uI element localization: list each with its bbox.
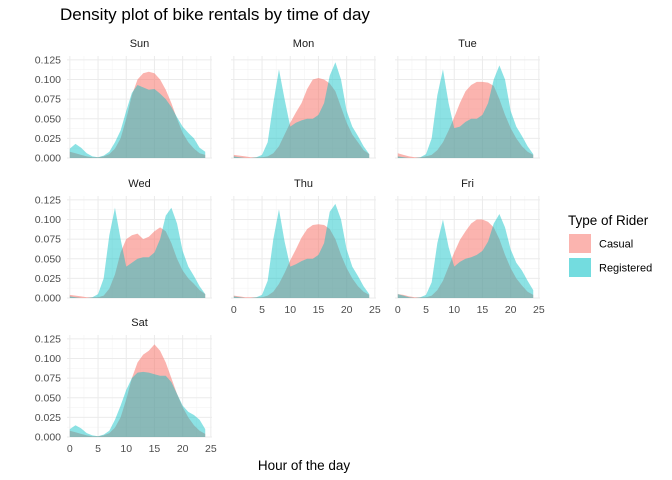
x-axis-title: Hour of the day [258,458,351,473]
strip-label-mon: Mon [293,38,314,50]
y-tick-label: 0.125 [35,333,61,345]
panel-thu: Thu 0 5 10 15 20 25 [231,178,381,316]
panel-sun: Sun 0.000 0.025 0.050 0.075 0.100 0.125 [35,38,212,165]
y-tick-label: 0.025 [35,133,61,145]
chart-title: Density plot of bike rentals by time of … [60,5,370,24]
x-tick-label: 10 [284,304,296,316]
density-area-casual-thu [233,224,370,298]
y-tick-label: 0.125 [35,54,61,66]
density-area-casual-mon [233,77,370,158]
strip-label-tue: Tue [458,38,477,50]
x-tick-label: 5 [95,443,101,455]
x-tick-label: 25 [369,304,381,316]
y-tick-label: 0.100 [35,74,61,86]
strip-label-fri: Fri [461,178,474,190]
y-tick-label: 0.050 [35,392,61,404]
density-area-registered-sun [69,85,206,158]
legend: Type of Rider Casual Registered [568,213,652,277]
y-tick-label: 0.100 [35,353,61,365]
x-tick-label: 0 [231,304,237,316]
strip-label-sun: Sun [130,38,150,50]
legend-label-registered: Registered [599,263,652,275]
x-tick-label: 25 [533,304,545,316]
y-tick-label: 0.100 [35,214,61,226]
density-area-casual-wed [69,227,206,298]
density-area-casual-sat [69,344,206,437]
x-tick-label: 15 [149,443,161,455]
density-area-registered-sat [69,371,206,437]
density-area-casual-fri [397,219,534,298]
y-tick-label: 0.025 [35,412,61,424]
x-tick-label: 20 [177,443,189,455]
strip-label-thu: Thu [294,178,313,190]
strip-label-sat: Sat [131,317,148,329]
density-area-registered-wed [69,207,206,298]
legend-key-registered [569,258,591,277]
density-area-registered-fri [397,214,534,298]
y-tick-label: 0.075 [35,373,61,385]
x-tick-label: 10 [120,443,132,455]
y-tick-label: 0.000 [35,432,61,444]
y-tick-label: 0.000 [35,153,61,165]
x-tick-label: 0 [395,304,401,316]
density-area-registered-tue [397,65,534,158]
x-tick-label: 20 [505,304,517,316]
facet-panels: Sun 0.000 0.025 0.050 0.075 0.100 0.125 Mon Tue W… [35,38,545,455]
panel-sat: Sat 0.000 0.025 0.050 0.075 0.100 0.125 0 5 10 15 2… [35,317,217,455]
density-area-casual-sun [69,71,206,158]
y-tick-label: 0.125 [35,194,61,206]
panel-fri: Fri 0 5 10 15 20 25 [395,178,545,316]
y-tick-label: 0.000 [35,293,61,305]
legend-title: Type of Rider [568,213,649,228]
x-tick-label: 15 [477,304,489,316]
density-area-registered-thu [233,203,370,298]
x-tick-label: 5 [423,304,429,316]
panel-tue: Tue [395,38,540,159]
density-area-registered-mon [233,62,370,158]
panel-mon: Mon [231,38,376,159]
y-tick-label: 0.050 [35,253,61,265]
y-tick-label: 0.075 [35,94,61,106]
legend-key-casual [569,234,591,253]
x-tick-label: 0 [67,443,73,455]
x-tick-label: 10 [448,304,460,316]
x-tick-label: 15 [313,304,325,316]
x-tick-label: 20 [341,304,353,316]
x-tick-label: 5 [259,304,265,316]
y-tick-label: 0.025 [35,273,61,285]
panel-wed: Wed 0.000 0.025 0.050 0.075 0.100 0.125 [35,178,212,305]
strip-label-wed: Wed [128,178,150,190]
density-area-casual-tue [397,81,534,158]
y-tick-label: 0.050 [35,113,61,125]
legend-label-casual: Casual [599,239,633,251]
x-tick-label: 25 [205,443,217,455]
y-tick-label: 0.075 [35,234,61,246]
